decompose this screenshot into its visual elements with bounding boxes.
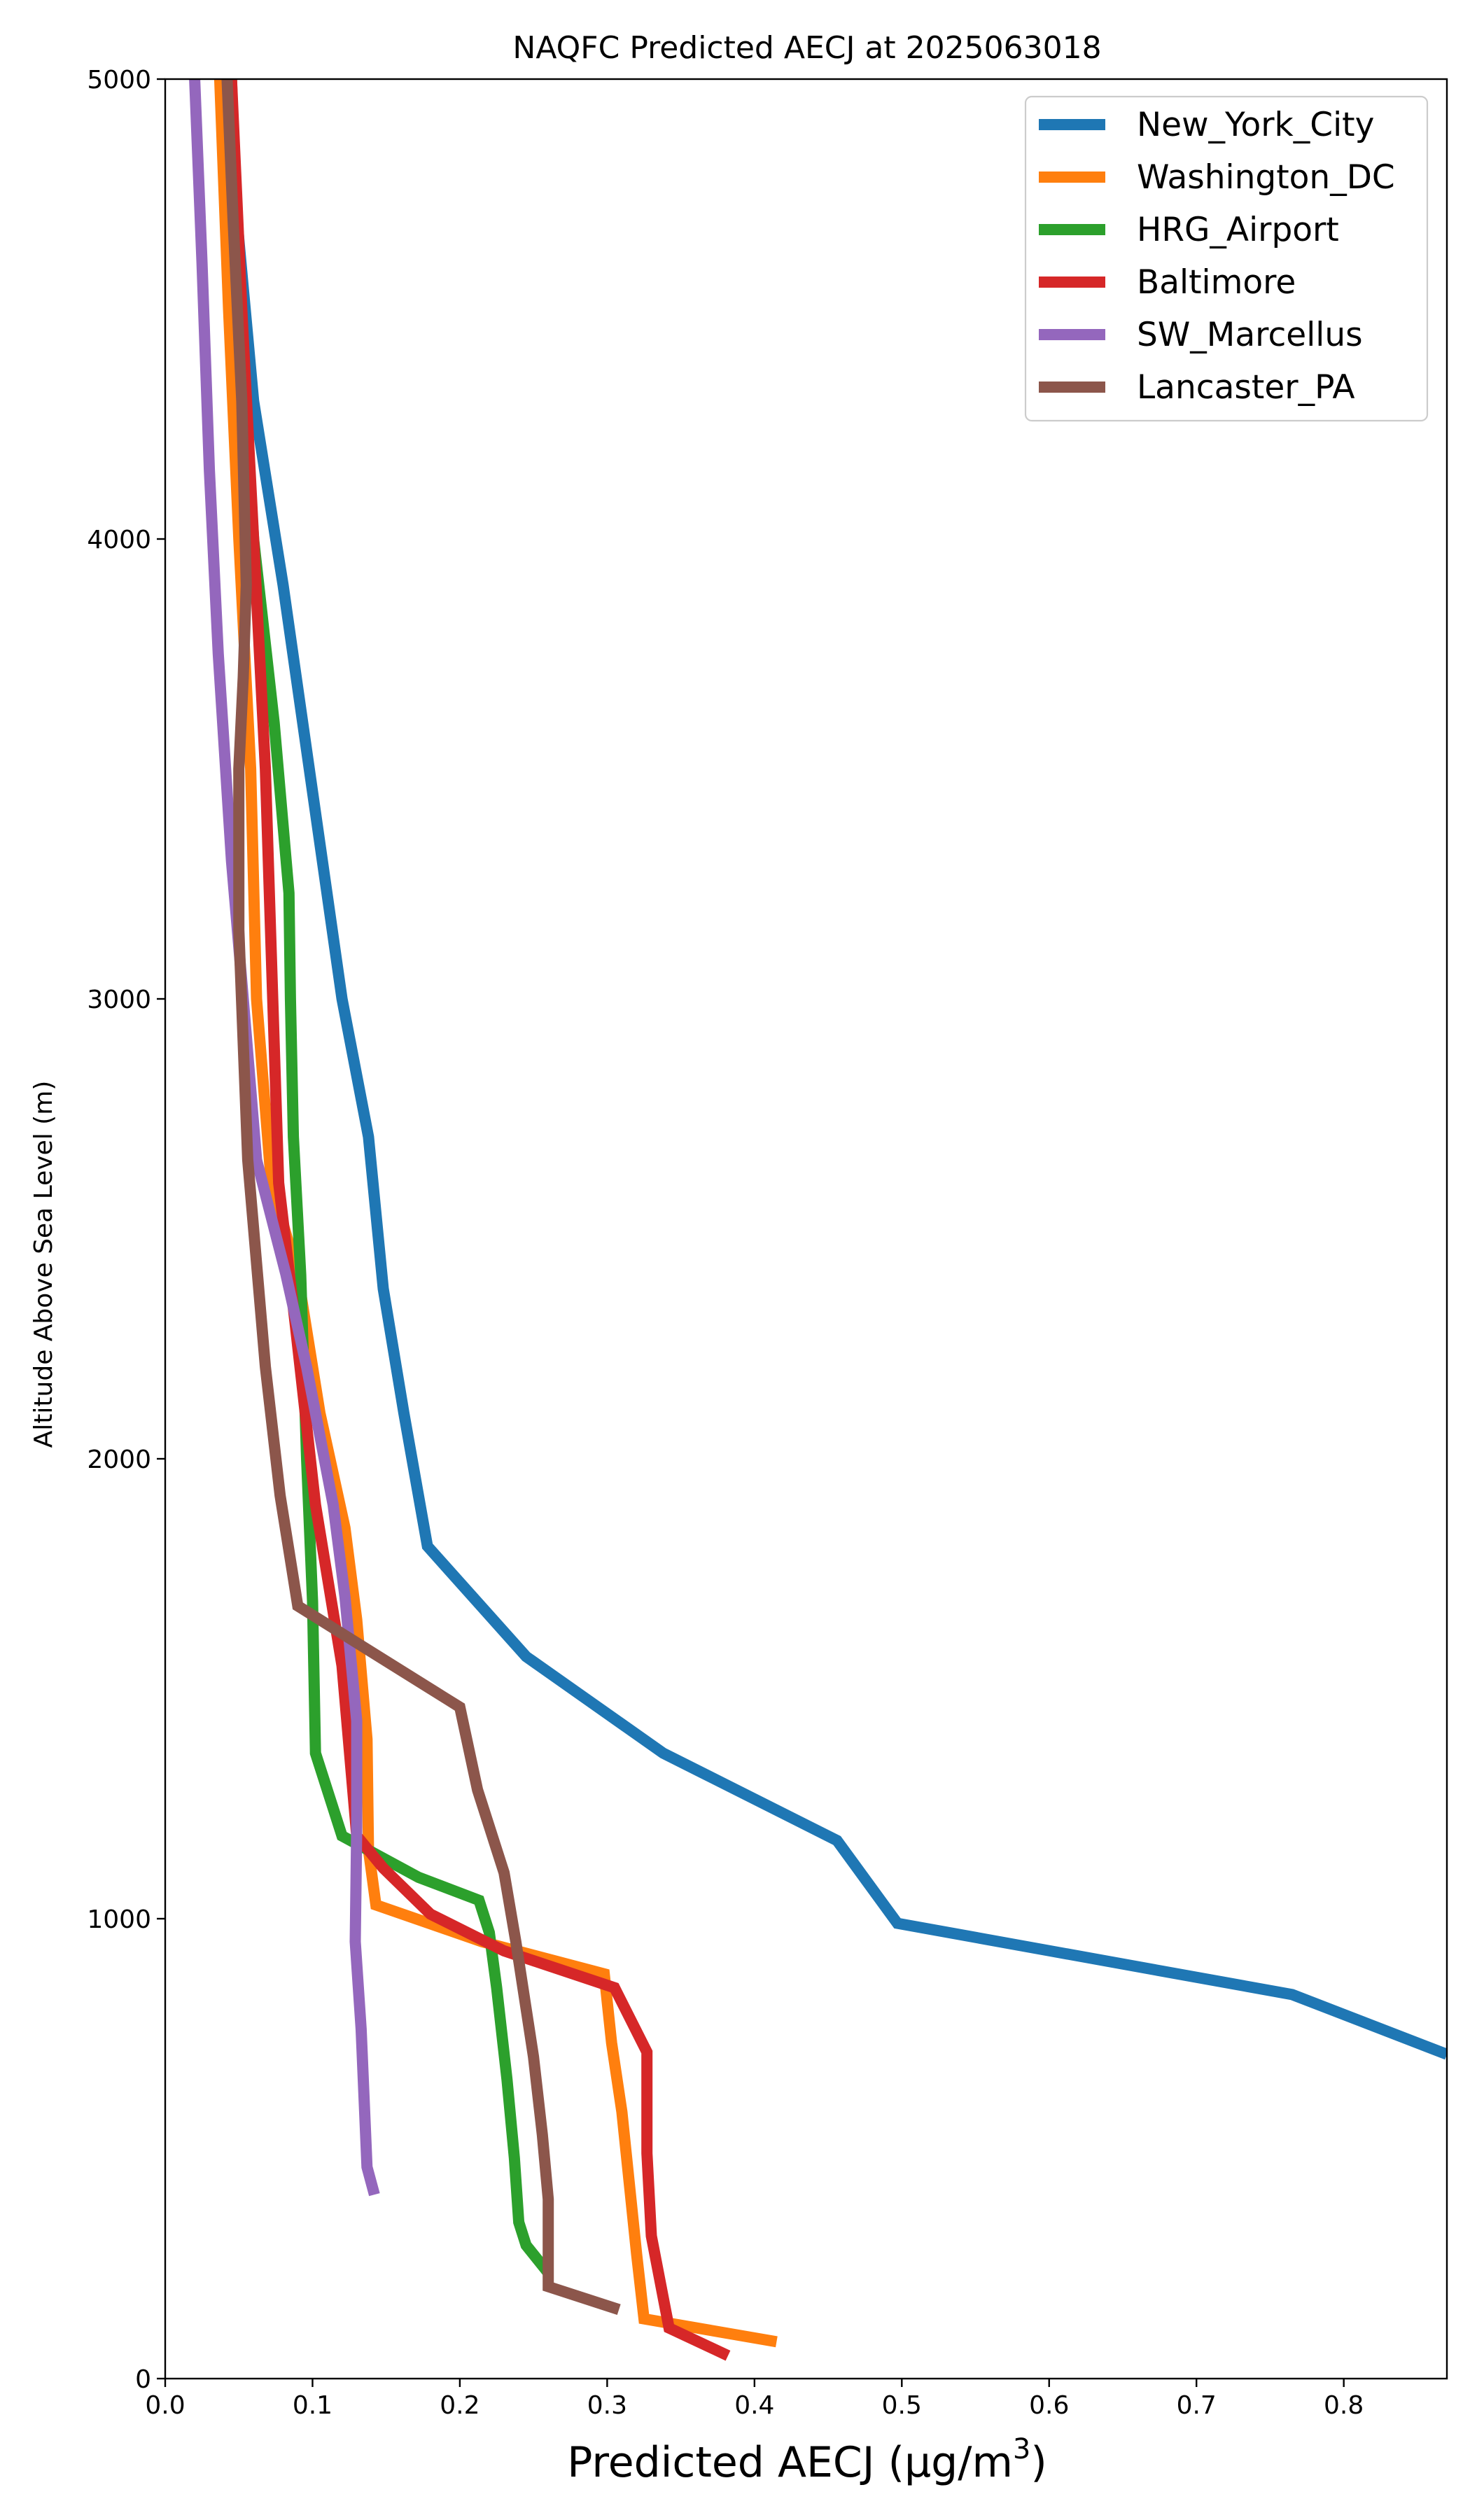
plot-lines	[189, 79, 1447, 2361]
x-tick-label: 0.7	[1177, 2391, 1217, 2420]
legend-label: Lancaster_PA	[1137, 368, 1355, 407]
y-tick-label: 5000	[87, 66, 151, 94]
series-line-new-york-city	[218, 79, 1447, 2060]
y-tick-label: 3000	[87, 986, 151, 1014]
chart-title: NAQFC Predicted AECJ at 2025063018	[512, 30, 1101, 66]
x-tick-label: 0.5	[882, 2391, 922, 2420]
y-tick-label: 1000	[87, 1905, 151, 1934]
x-tick-label: 0.1	[293, 2391, 332, 2420]
legend-label: New_York_City	[1137, 106, 1374, 144]
series-line-washington-dc	[214, 79, 778, 2348]
x-tick-label: 0.3	[587, 2391, 627, 2420]
x-tick-label: 0.2	[440, 2391, 479, 2420]
x-tick-label: 0.8	[1324, 2391, 1364, 2420]
x-axis-ticks: 0.0 0.1 0.2 0.3 0.4 0.5 0.6 0.7 0.8	[145, 2379, 1364, 2420]
legend-label: Baltimore	[1137, 263, 1296, 302]
series-line-lancaster-pa	[221, 79, 621, 2316]
x-axis-label: Predicted AECJ (μg/m3)	[567, 2433, 1047, 2487]
x-tick-label: 0.0	[145, 2391, 185, 2420]
x-tick-label: 0.6	[1029, 2391, 1069, 2420]
y-axis-ticks: 0 1000 2000 3000 4000 5000	[87, 66, 165, 2394]
y-tick-label: 2000	[87, 1446, 151, 1474]
legend-label: SW_Marcellus	[1137, 316, 1363, 354]
y-tick-label: 0	[135, 2365, 151, 2394]
axes-frame	[164, 78, 1448, 2380]
x-tick-label: 0.4	[734, 2391, 774, 2420]
series-line-sw-marcellus	[189, 79, 380, 2197]
y-axis-label: Altitude Above Sea Level (m)	[29, 1081, 58, 1448]
legend-label: HRG_Airport	[1137, 211, 1339, 249]
series-line-baltimore	[225, 79, 731, 2361]
series-line-hrg-airport	[225, 79, 553, 2276]
legend: New_York_City Washington_DC HRG_Airport Bal…	[1024, 95, 1429, 422]
legend-label: Washington_DC	[1137, 158, 1395, 197]
legend-box	[1024, 95, 1429, 422]
y-tick-label: 4000	[87, 526, 151, 554]
